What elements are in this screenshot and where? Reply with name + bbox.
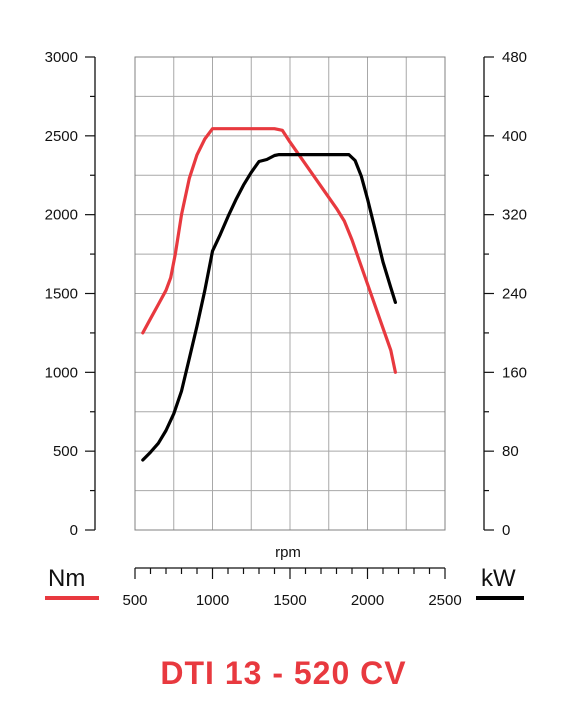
x-tick-label: 2000 [351,592,384,609]
y-right-tick-label: 0 [502,522,510,539]
y-right-tick-label: 240 [502,286,527,303]
y-left-tick-label: 2500 [45,128,78,145]
x-tick-label: 2500 [428,592,461,609]
y-right-tick-label: 80 [502,443,519,460]
x-tick-label: 1500 [273,592,306,609]
y-left-tick-label: 500 [53,443,78,460]
y-right-tick-label: 320 [502,207,527,224]
y-left-tick-label: 0 [70,522,78,539]
plot-border [134,56,446,531]
y-right-tick-label: 480 [502,49,527,66]
y-right-tick-label: 160 [502,364,527,381]
series-line-kw [141,153,397,462]
y-axis-left: 0 500 1000 1500 2000 2500 3000 [45,49,96,539]
y-right-tick-label: 400 [502,128,527,145]
legend-label-nm: Nm [48,565,85,592]
y-left-tick-label: 1500 [45,286,78,303]
y-left-tick-label: 1000 [45,364,78,381]
x-axis-title: rpm [275,544,301,561]
y-axis-right: 0 80 160 240 320 400 480 [483,49,527,539]
series-lines [141,127,397,462]
x-tick-label: 500 [122,592,147,609]
series-line-nm [141,127,397,374]
y-left-tick-label: 2000 [45,207,78,224]
y-left-tick-label: 3000 [45,49,78,66]
legend-label-kw: kW [481,565,516,592]
legend: Nm kW [45,565,524,600]
page-title: DTI 13 - 520 CV [160,655,407,691]
grid [135,57,445,530]
x-tick-label: 1000 [196,592,229,609]
x-axis: 500 1000 1500 2000 2500 [122,567,462,609]
